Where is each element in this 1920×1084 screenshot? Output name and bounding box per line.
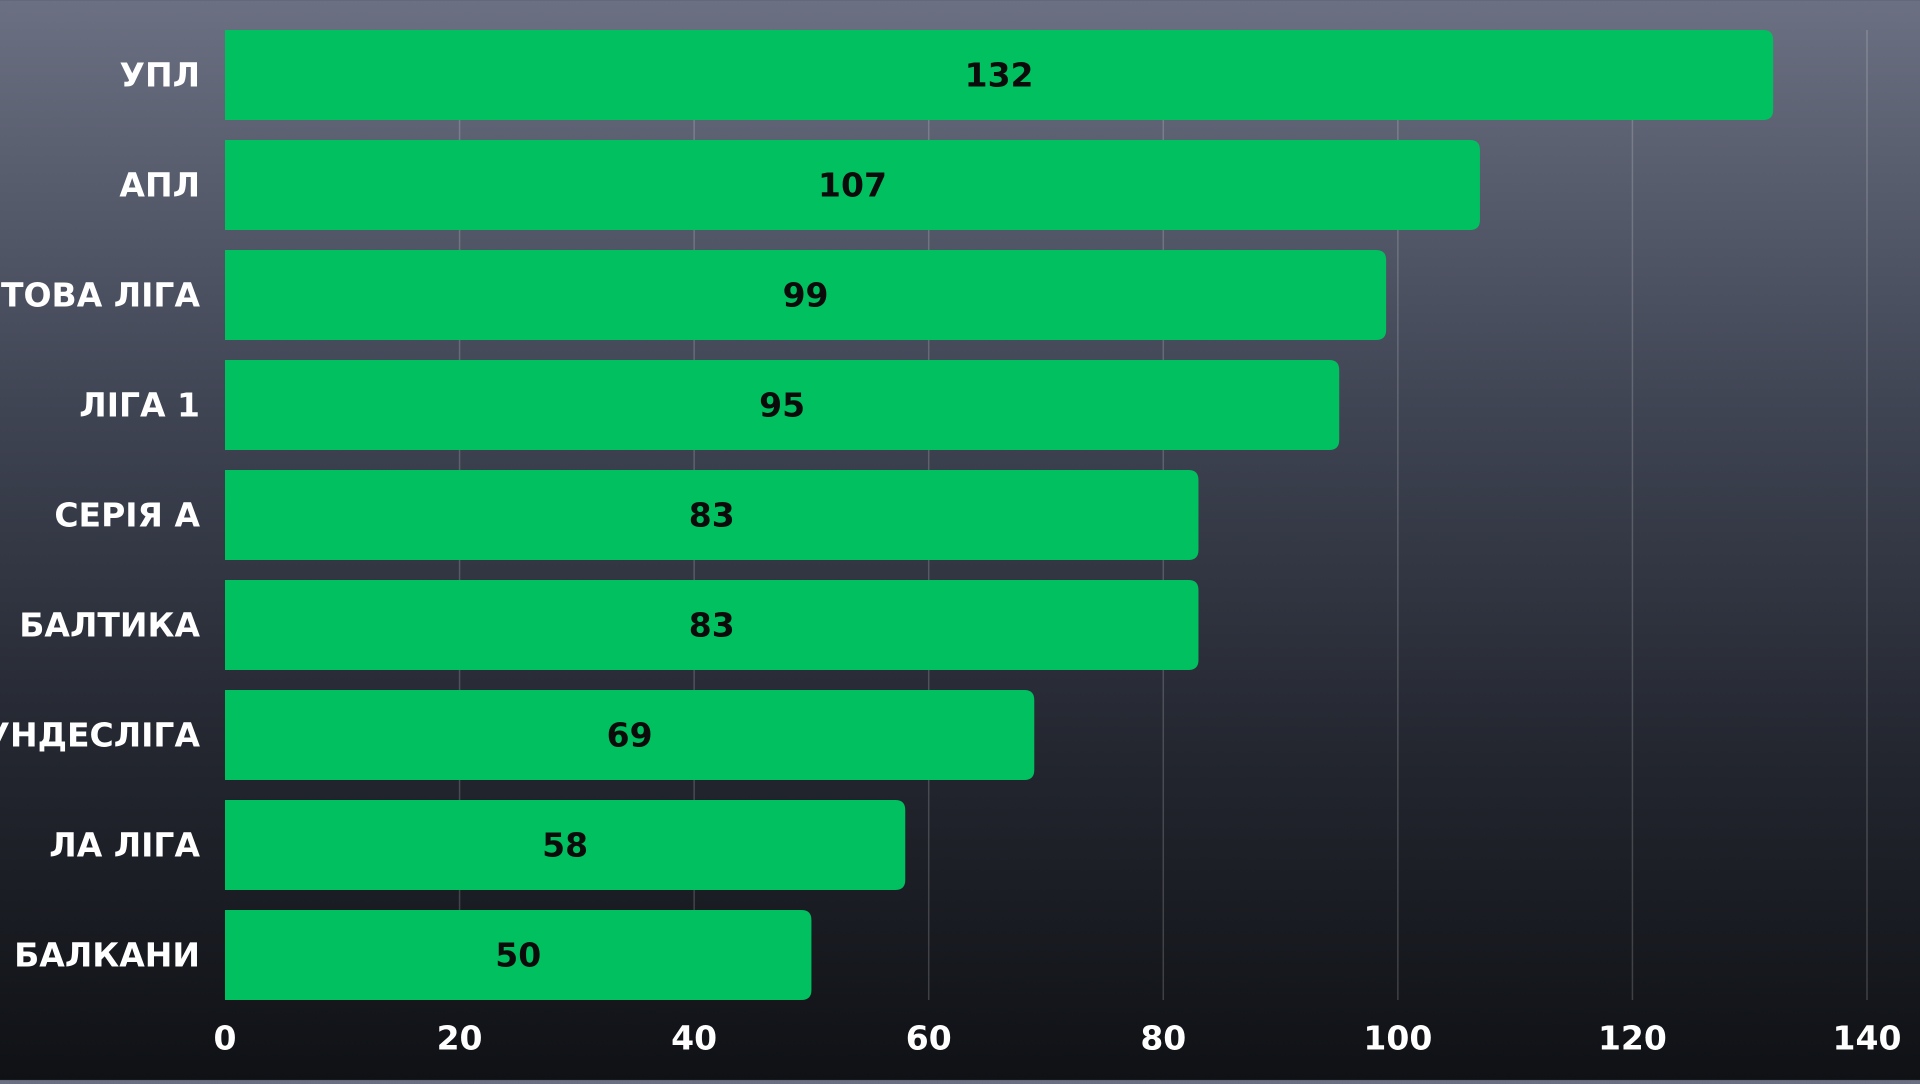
bar-7 (225, 800, 906, 890)
tick-label-2: 40 (671, 1019, 717, 1058)
tick-label-4: 80 (1140, 1019, 1186, 1058)
tick-label-3: 60 (906, 1019, 952, 1058)
data-label-0: 132 (965, 56, 1034, 95)
value-axis: 0 20 40 60 80 100 120 140 (214, 1019, 1902, 1058)
category-label-2: СВІТОВА ЛІГА (0, 276, 200, 315)
data-label-7: 58 (542, 826, 588, 865)
data-label-5: 83 (689, 606, 735, 645)
category-label-4: СЕРІЯ А (54, 496, 200, 535)
data-label-6: 69 (607, 716, 653, 755)
category-label-5: БАЛТИКА (19, 606, 200, 645)
tick-label-6: 120 (1598, 1019, 1667, 1058)
bar-3 (225, 360, 1340, 450)
bar-2 (225, 250, 1387, 340)
tick-label-0: 0 (214, 1019, 237, 1058)
data-label-4: 83 (689, 496, 735, 535)
bar-5 (225, 580, 1199, 670)
category-axis: УПЛ АПЛ СВІТОВА ЛІГА ЛІГА 1 СЕРІЯ А БАЛТИКА БУ… (0, 56, 200, 975)
bar-1 (225, 140, 1480, 230)
bar-8 (225, 910, 812, 1000)
tick-label-7: 140 (1833, 1019, 1902, 1058)
bar-layer: 132 107 99 95 83 83 69 58 50 (225, 30, 1774, 1000)
tick-label-1: 20 (437, 1019, 483, 1058)
category-label-7: ЛА ЛІГА (49, 826, 200, 865)
category-label-1: АПЛ (119, 166, 200, 205)
category-label-3: ЛІГА 1 (79, 386, 200, 425)
data-label-1: 107 (818, 166, 887, 205)
data-label-3: 95 (759, 386, 805, 425)
data-label-8: 50 (495, 936, 541, 975)
category-label-8: БАЛКАНИ (14, 936, 200, 975)
tick-label-5: 100 (1363, 1019, 1432, 1058)
category-label-6: БУНДЕСЛІГА (0, 716, 200, 755)
bar-4 (225, 470, 1199, 560)
category-label-0: УПЛ (120, 56, 200, 95)
bar-0 (225, 30, 1774, 120)
data-label-2: 99 (783, 276, 829, 315)
bar-6 (225, 690, 1035, 780)
